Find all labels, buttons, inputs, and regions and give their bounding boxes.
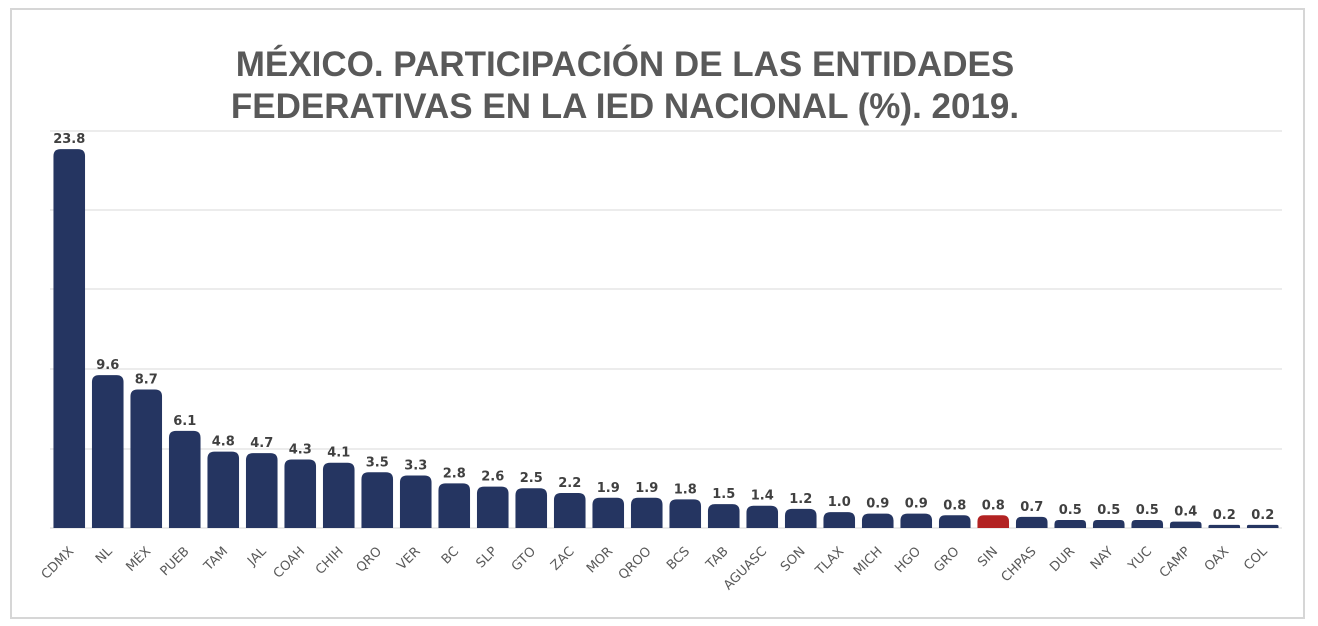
bar-col bbox=[1246, 524, 1279, 528]
data-label: 3.3 bbox=[404, 458, 427, 473]
chart-title-line-2: FEDERATIVAS EN LA IED NACIONAL (%). 2019… bbox=[230, 87, 1020, 126]
x-tick-label: JAL bbox=[244, 544, 270, 570]
x-tick-label: HGO bbox=[892, 544, 924, 576]
bar-chpas bbox=[1015, 516, 1048, 528]
data-label: 4.7 bbox=[250, 436, 273, 451]
bar-aguasc bbox=[746, 505, 779, 528]
bar-chih bbox=[322, 462, 355, 528]
data-label: 1.2 bbox=[789, 492, 812, 507]
bar-slp bbox=[476, 486, 509, 528]
bar-ver bbox=[399, 475, 432, 528]
x-tick-label: ZAC bbox=[548, 544, 577, 573]
chart-title: MÉXICO. PARTICIPACIÓN DE LAS ENTIDADES F… bbox=[0, 44, 1250, 128]
data-label: 2.2 bbox=[558, 476, 581, 491]
chart-title-line-1: MÉXICO. PARTICIPACIÓN DE LAS ENTIDADES bbox=[235, 45, 1015, 84]
data-label: 8.7 bbox=[135, 372, 158, 387]
x-tick-label: CHIH bbox=[313, 544, 347, 578]
data-label: 2.5 bbox=[520, 471, 543, 486]
bar-tam bbox=[207, 451, 240, 528]
data-label: 4.1 bbox=[327, 446, 350, 461]
data-label: 1.9 bbox=[635, 481, 658, 496]
data-label: 0.2 bbox=[1213, 508, 1236, 523]
x-tick-label: PUEB bbox=[158, 544, 193, 579]
data-label: 3.5 bbox=[366, 455, 389, 470]
data-label: 23.8 bbox=[53, 132, 85, 147]
bar-son bbox=[784, 508, 817, 528]
bar-oax bbox=[1208, 524, 1241, 528]
x-tick-label: SLP bbox=[473, 544, 500, 571]
bar-qro bbox=[361, 472, 394, 528]
x-tick-label: CAMP bbox=[1157, 544, 1194, 581]
data-label: 1.9 bbox=[597, 481, 620, 496]
x-tick-label: YUC bbox=[1125, 544, 1155, 574]
data-label: 0.7 bbox=[1020, 500, 1043, 515]
data-label: 0.5 bbox=[1059, 503, 1082, 518]
data-label: 4.3 bbox=[289, 443, 312, 458]
x-tick-label: QROO bbox=[616, 544, 655, 583]
data-label: 0.4 bbox=[1174, 505, 1197, 520]
x-tick-label: MICH bbox=[851, 544, 886, 579]
x-tick-label: TAB bbox=[703, 544, 732, 573]
x-tick-label: GRO bbox=[931, 544, 962, 575]
x-tick-label: GTO bbox=[509, 544, 539, 574]
x-tick-label: NAY bbox=[1088, 544, 1117, 573]
bar-bcs bbox=[669, 499, 702, 528]
data-label: 1.8 bbox=[674, 482, 697, 497]
bar-qroo bbox=[630, 497, 663, 528]
x-tick-label: CDMX bbox=[39, 544, 77, 582]
data-label: 1.0 bbox=[828, 495, 851, 510]
bar-jal bbox=[245, 453, 278, 528]
bar-mor bbox=[592, 497, 625, 528]
data-label: 0.9 bbox=[866, 497, 889, 512]
data-label: 9.6 bbox=[96, 358, 119, 373]
bar-tlax bbox=[823, 512, 856, 528]
data-label: 0.8 bbox=[943, 498, 966, 513]
data-label: 0.8 bbox=[982, 498, 1005, 513]
data-label: 1.4 bbox=[751, 489, 774, 504]
x-tick-label: SON bbox=[778, 544, 809, 575]
data-label: 0.2 bbox=[1251, 508, 1274, 523]
data-label: 2.8 bbox=[443, 466, 466, 481]
bar-mich bbox=[861, 513, 894, 528]
bar-yuc bbox=[1131, 520, 1164, 528]
bar-dur bbox=[1054, 520, 1087, 528]
data-label: 4.8 bbox=[212, 435, 235, 450]
x-tick-label: MOR bbox=[584, 544, 616, 576]
data-label: 2.6 bbox=[481, 470, 504, 485]
bar-pueb bbox=[168, 430, 201, 528]
x-tick-label: COL bbox=[1241, 544, 1271, 574]
x-tick-label: BC bbox=[439, 544, 462, 567]
data-label: 6.1 bbox=[173, 414, 196, 429]
bar-cdmx bbox=[53, 149, 86, 528]
bar-méx bbox=[130, 389, 163, 528]
bar-sin bbox=[977, 515, 1010, 528]
x-tick-label: VER bbox=[394, 544, 423, 573]
x-tick-label: COAH bbox=[271, 544, 308, 581]
data-label: 0.5 bbox=[1097, 503, 1120, 518]
x-tick-label: SIN bbox=[975, 544, 1001, 570]
bar-zac bbox=[553, 492, 586, 528]
x-tick-label: MÉX bbox=[123, 543, 154, 574]
x-tick-label: NL bbox=[93, 544, 116, 567]
x-tick-label: OAX bbox=[1202, 544, 1232, 574]
data-label: 0.5 bbox=[1136, 503, 1159, 518]
bar-bc bbox=[438, 483, 471, 528]
x-tick-label: QRO bbox=[354, 544, 385, 575]
data-label: 0.9 bbox=[905, 497, 928, 512]
bar-nay bbox=[1092, 520, 1125, 528]
bar-nl bbox=[91, 375, 124, 528]
x-tick-label: CHPAS bbox=[999, 544, 1040, 585]
bar-tab bbox=[707, 504, 740, 528]
data-label: 1.5 bbox=[712, 487, 735, 502]
bar-coah bbox=[284, 459, 317, 528]
x-tick-label: TAM bbox=[201, 544, 231, 574]
bar-camp bbox=[1169, 521, 1202, 528]
bar-gro bbox=[938, 515, 971, 528]
x-tick-label: BCS bbox=[664, 544, 693, 573]
x-tick-label: TLAX bbox=[812, 544, 847, 579]
bar-hgo bbox=[900, 513, 933, 528]
bar-gto bbox=[515, 488, 548, 528]
x-tick-label: DUR bbox=[1047, 544, 1078, 575]
